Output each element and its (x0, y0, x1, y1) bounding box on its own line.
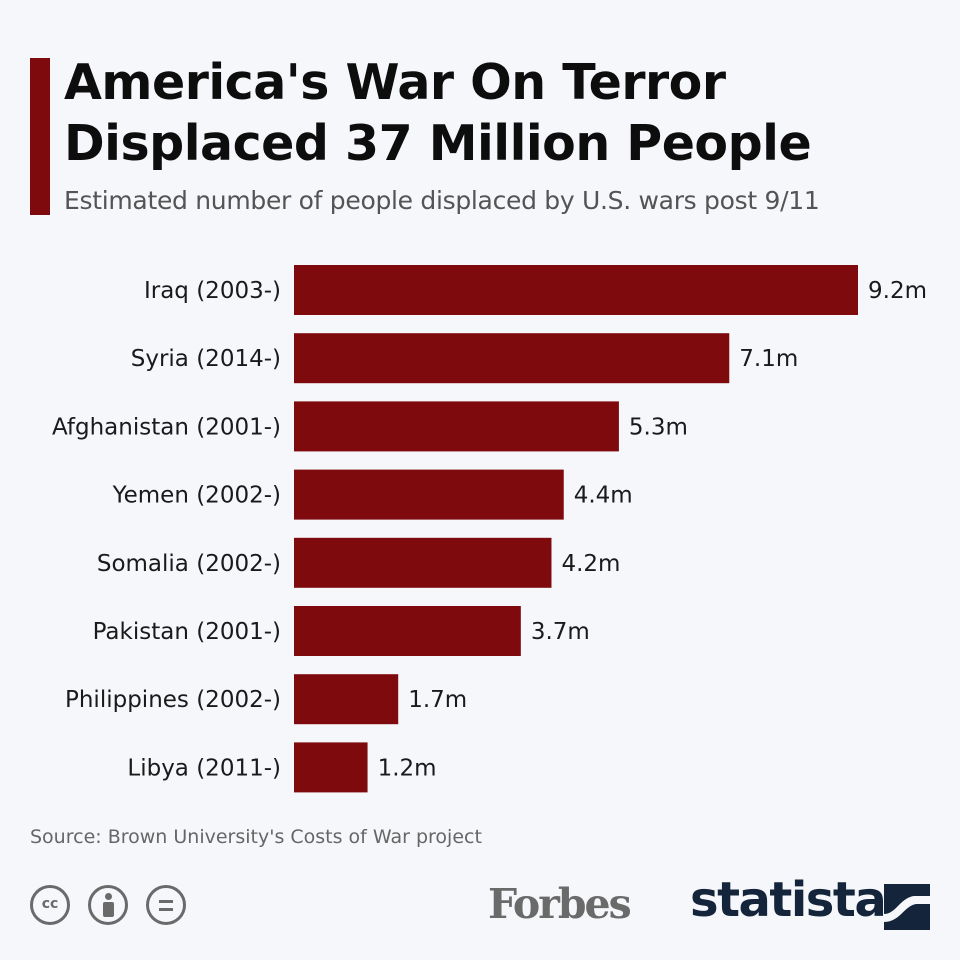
bar (294, 333, 730, 384)
title-line-2: Displaced 37 Million People (64, 115, 812, 172)
data-label: 5.3m (629, 414, 688, 440)
creative-commons-icon[interactable]: cc (30, 885, 70, 925)
bar (294, 606, 521, 656)
title-accent-bar (30, 58, 50, 215)
bar (294, 401, 619, 452)
data-label: 7.1m (739, 346, 798, 372)
bar (294, 469, 564, 520)
category-label: Libya (2011-) (127, 755, 281, 781)
bar (294, 674, 399, 725)
bar (294, 742, 368, 793)
statista-logo-icon (884, 884, 930, 930)
category-label: Iraq (2003-) (144, 278, 281, 304)
data-label: 4.2m (561, 551, 620, 577)
bar (294, 537, 552, 588)
category-label: Afghanistan (2001-) (52, 414, 281, 440)
data-label: 9.2m (868, 278, 927, 304)
title-line-1: America's War On Terror (64, 54, 726, 111)
data-label: 1.7m (408, 687, 467, 713)
forbes-logo: Forbes (488, 880, 632, 928)
data-label: 4.4m (574, 483, 633, 509)
category-label: Yemen (2002-) (112, 483, 281, 509)
category-label: Philippines (2002-) (65, 687, 281, 713)
bar-chart: Iraq (2003-) 9.2m Syria (2014-) 7.1m Afghani… (52, 265, 927, 793)
category-label: Pakistan (2001-) (93, 619, 281, 645)
cc-icon-label: cc (41, 896, 59, 912)
chart-subtitle: Estimated number of people displaced by … (64, 186, 820, 215)
data-label: 1.2m (378, 755, 437, 781)
statista-logo: statista (690, 872, 887, 928)
data-label: 3.7m (531, 619, 590, 645)
chart-title: America's War On Terror Displaced 37 Mil… (64, 52, 944, 174)
category-label: Somalia (2002-) (97, 551, 281, 577)
attribution-icon[interactable] (88, 885, 128, 925)
category-label: Syria (2014-) (131, 346, 281, 372)
no-derivatives-icon[interactable] (146, 885, 186, 925)
bar (294, 265, 858, 315)
source-note: Source: Brown University's Costs of War … (30, 826, 482, 848)
